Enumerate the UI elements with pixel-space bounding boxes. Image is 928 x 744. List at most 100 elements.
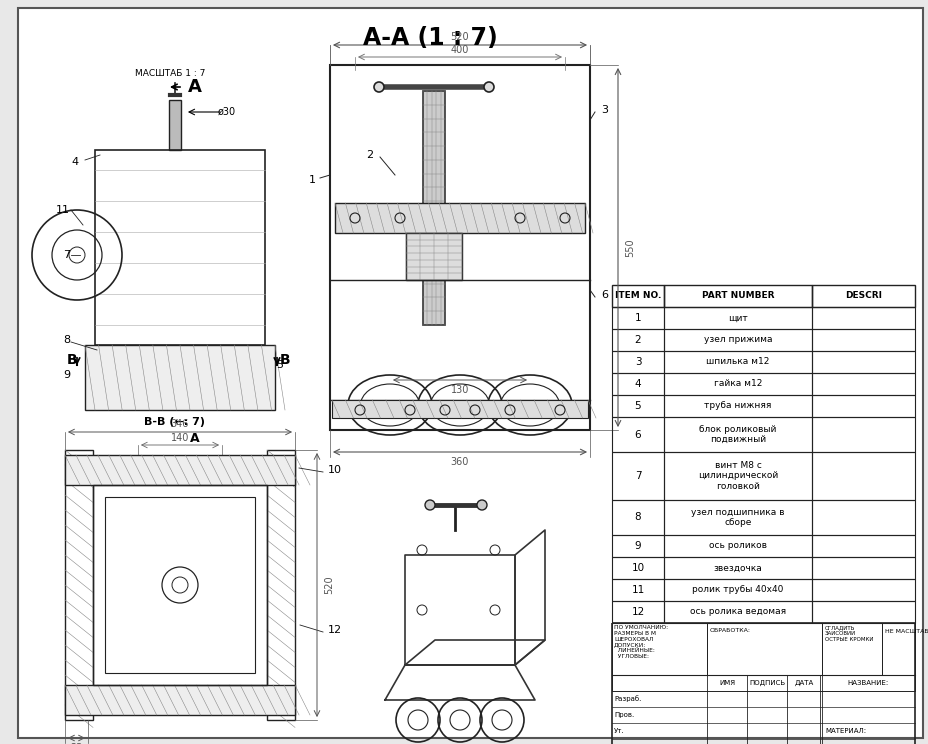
Text: 8: 8 bbox=[63, 335, 70, 345]
Text: 2: 2 bbox=[634, 335, 640, 345]
Bar bbox=[612, 329, 664, 351]
Circle shape bbox=[424, 500, 434, 510]
Bar bbox=[612, 623, 914, 744]
Bar bbox=[811, 395, 914, 417]
Text: 4: 4 bbox=[634, 379, 640, 389]
Bar bbox=[811, 579, 914, 601]
Text: ITEM NO.: ITEM NO. bbox=[614, 292, 661, 301]
Text: ОБРАБОТКА:: ОБРАБОТКА: bbox=[709, 628, 750, 633]
Text: винт М8 с
цилиндрической
головкой: винт М8 с цилиндрической головкой bbox=[697, 461, 778, 491]
Text: 360: 360 bbox=[450, 457, 469, 467]
Bar bbox=[65, 450, 93, 720]
Text: 5: 5 bbox=[277, 360, 283, 370]
Text: узел подшипника в
сборе: узел подшипника в сборе bbox=[690, 508, 784, 527]
Text: МАТЕРИАЛ:: МАТЕРИАЛ: bbox=[824, 728, 865, 734]
Bar bbox=[612, 285, 664, 307]
Bar bbox=[612, 623, 706, 675]
Bar bbox=[612, 675, 914, 691]
Text: 12: 12 bbox=[631, 607, 644, 617]
Text: Ут.: Ут. bbox=[613, 728, 624, 734]
Bar bbox=[664, 307, 811, 329]
Text: 1: 1 bbox=[634, 313, 640, 323]
Bar bbox=[612, 351, 664, 373]
Bar bbox=[664, 285, 811, 307]
Text: СГЛАДИТЬ
ЗАИСОВИИ
ОСТРЫЕ КРОМКИ: СГЛАДИТЬ ЗАИСОВИИ ОСТРЫЕ КРОМКИ bbox=[824, 625, 872, 641]
Text: B: B bbox=[279, 353, 290, 367]
Text: 3: 3 bbox=[634, 357, 640, 367]
Bar bbox=[664, 452, 811, 500]
Bar bbox=[811, 557, 914, 579]
Bar bbox=[811, 307, 914, 329]
Text: 3: 3 bbox=[600, 105, 608, 115]
Text: 11: 11 bbox=[631, 585, 644, 595]
Bar bbox=[811, 329, 914, 351]
Text: 140: 140 bbox=[171, 433, 189, 443]
Bar bbox=[811, 500, 914, 535]
Text: НЕ МАСШТАБИРОВ.: НЕ МАСШТАБИРОВ. bbox=[884, 629, 928, 634]
Text: гайка м12: гайка м12 bbox=[713, 379, 761, 388]
Bar bbox=[612, 452, 664, 500]
Bar bbox=[329, 65, 589, 430]
Bar bbox=[811, 285, 914, 307]
Text: 10: 10 bbox=[631, 563, 644, 573]
Text: 520: 520 bbox=[324, 576, 334, 594]
Text: B-B (←: 7): B-B (←: 7) bbox=[145, 417, 205, 427]
Bar bbox=[331, 400, 587, 418]
Bar bbox=[93, 485, 266, 685]
Text: 520: 520 bbox=[450, 32, 469, 42]
Text: щит: щит bbox=[728, 313, 747, 322]
Bar bbox=[811, 535, 914, 557]
Bar bbox=[422, 91, 445, 325]
Text: НАЗВАНИЕ:: НАЗВАНИЕ: bbox=[846, 680, 888, 686]
Bar bbox=[664, 395, 811, 417]
Text: 10: 10 bbox=[328, 465, 342, 475]
Text: B: B bbox=[67, 353, 78, 367]
Bar bbox=[612, 373, 664, 395]
Bar bbox=[664, 351, 811, 373]
Text: 4: 4 bbox=[71, 157, 79, 167]
Text: Разраб.: Разраб. bbox=[613, 696, 640, 702]
Bar bbox=[84, 345, 275, 410]
Text: 23: 23 bbox=[70, 743, 82, 744]
Text: блок роликовый
подвижный: блок роликовый подвижный bbox=[699, 425, 776, 444]
Text: ось ролика ведомая: ось ролика ведомая bbox=[690, 608, 785, 617]
Bar bbox=[664, 373, 811, 395]
Bar bbox=[664, 329, 811, 351]
Bar bbox=[821, 623, 881, 675]
Text: ИМЯ: ИМЯ bbox=[718, 680, 734, 686]
Text: 6: 6 bbox=[600, 290, 608, 300]
Bar bbox=[881, 623, 914, 675]
Bar bbox=[664, 579, 811, 601]
Text: ПОДПИСЬ: ПОДПИСЬ bbox=[748, 680, 784, 686]
Text: 550: 550 bbox=[625, 238, 635, 257]
Bar bbox=[612, 417, 664, 452]
Text: 9: 9 bbox=[634, 541, 640, 551]
Text: 2: 2 bbox=[366, 150, 373, 160]
Text: 5: 5 bbox=[634, 401, 640, 411]
Text: PART NUMBER: PART NUMBER bbox=[701, 292, 773, 301]
Text: 11: 11 bbox=[56, 205, 70, 215]
Bar bbox=[811, 373, 914, 395]
Bar bbox=[406, 233, 461, 280]
Text: МАСШТАБ 1 : 7: МАСШТАБ 1 : 7 bbox=[135, 68, 205, 77]
Text: 1: 1 bbox=[308, 175, 316, 185]
Bar bbox=[664, 535, 811, 557]
Text: ось роликов: ось роликов bbox=[708, 542, 767, 551]
Bar bbox=[811, 601, 914, 623]
Text: узел прижима: узел прижима bbox=[703, 336, 771, 344]
Bar bbox=[664, 500, 811, 535]
Text: 346: 346 bbox=[171, 419, 189, 429]
Bar bbox=[811, 351, 914, 373]
Bar bbox=[335, 203, 585, 233]
Text: 7: 7 bbox=[63, 250, 70, 260]
Text: 12: 12 bbox=[328, 625, 342, 635]
Bar bbox=[266, 450, 295, 720]
Text: ролик трубы 40х40: ролик трубы 40х40 bbox=[691, 586, 783, 594]
Bar bbox=[664, 601, 811, 623]
Text: A: A bbox=[187, 78, 201, 96]
Bar bbox=[664, 417, 811, 452]
Text: 7: 7 bbox=[634, 471, 640, 481]
Text: труба нижняя: труба нижняя bbox=[703, 402, 771, 411]
Bar bbox=[612, 601, 664, 623]
Bar bbox=[811, 417, 914, 452]
